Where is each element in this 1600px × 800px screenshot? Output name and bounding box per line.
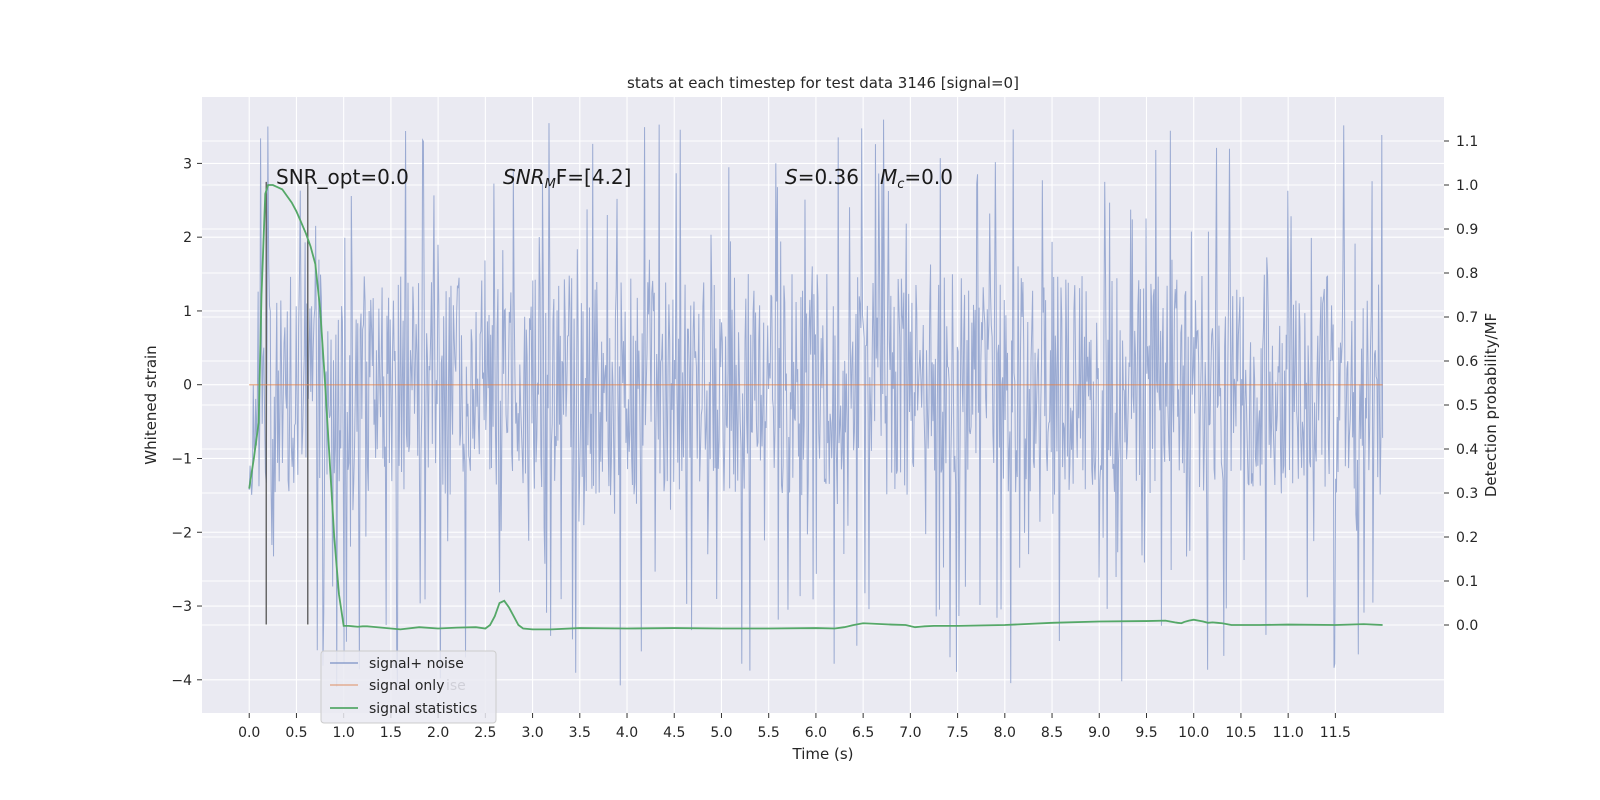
y-tick-label: −4 — [171, 673, 192, 689]
y-tick-label: 0 — [183, 378, 192, 394]
legend-label-noise: signal+ noise — [369, 656, 464, 672]
annotation-snr-mf-rest: F=[4.2] — [556, 165, 632, 189]
x-tick-label: 0.0 — [238, 725, 260, 741]
y2-tick-label: 0.6 — [1456, 354, 1478, 370]
y2-tick-label: 0.4 — [1456, 442, 1478, 458]
x-tick-label: 10.5 — [1225, 725, 1256, 741]
annotation-mc-main: M — [880, 165, 897, 189]
x-tick-label: 1.5 — [380, 725, 402, 741]
signal-noise-series — [248, 119, 1384, 687]
x-tick-label: 10.0 — [1178, 725, 1209, 741]
x-tick-label: 2.5 — [474, 725, 496, 741]
chart-title: stats at each timestep for test data 314… — [627, 74, 1019, 92]
y2-tick-label: 0.7 — [1456, 310, 1478, 326]
y-tick-label: 2 — [183, 230, 192, 246]
legend: ise signal+ noise signal only signal sta… — [320, 650, 497, 724]
x-tick-label: 2.0 — [427, 725, 449, 741]
x-tick-label: 6.0 — [805, 725, 827, 741]
y-tick-label: 3 — [183, 156, 192, 172]
annotation-snr-opt: SNR_opt=0.0 — [276, 165, 409, 189]
annotation-s: S=0.36 — [785, 165, 859, 189]
annotation-mc: Mc=0.0 — [880, 165, 953, 192]
y2-axis-title: Detection probability/MF — [1482, 313, 1500, 497]
y2-tick-label: 0.0 — [1456, 618, 1478, 634]
x-tick-label: 5.0 — [710, 725, 732, 741]
y2-tick-label: 0.3 — [1456, 486, 1478, 502]
legend-label-signal: signal only — [369, 678, 444, 694]
y-tick-label: 1 — [183, 304, 192, 320]
x-tick-label: 7.5 — [946, 725, 968, 741]
legend-box — [320, 650, 497, 724]
annotation-mc-sub: c — [897, 177, 904, 192]
y2-tick-label: 0.2 — [1456, 530, 1478, 546]
y2-tick-label: 0.1 — [1456, 574, 1478, 590]
y2-tick-label: 0.8 — [1456, 266, 1478, 282]
x-tick-label: 0.5 — [285, 725, 307, 741]
vertical-markers — [265, 181, 309, 625]
y-tick-label: −1 — [171, 451, 192, 467]
x-tick-label: 5.5 — [758, 725, 780, 741]
x-tick-label: 9.0 — [1088, 725, 1110, 741]
x-tick-label: 11.5 — [1320, 725, 1351, 741]
axis-ticks: 0.0 0.5 1.0 1.5 2.0 2.5 3.0 3.5 4.0 4.5 5.0 5.5 6.0 6… — [171, 134, 1478, 741]
signal-statistics-line — [248, 184, 1383, 631]
x-tick-label: 8.5 — [1041, 725, 1063, 741]
legend-label-statistics: signal statistics — [369, 701, 477, 717]
x-tick-label: 6.5 — [852, 725, 874, 741]
x-tick-label: 11.0 — [1273, 725, 1304, 741]
x-axis-title: Time (s) — [792, 745, 854, 763]
y-tick-label: −3 — [171, 599, 192, 615]
y-axis-title: Whitened strain — [142, 345, 160, 464]
y2-tick-label: 1.0 — [1456, 178, 1478, 194]
x-tick-label: 7.0 — [899, 725, 921, 741]
annotation-s-main: S — [785, 165, 798, 189]
x-tick-label: 4.0 — [616, 725, 638, 741]
y2-tick-label: 0.5 — [1456, 398, 1478, 414]
y2-tick-label: 1.1 — [1456, 134, 1478, 150]
annotation-mc-rest: =0.0 — [904, 165, 953, 189]
annotation-snr-mf-main: SNR — [503, 165, 545, 189]
annotation-snr-mf-sub: M — [545, 177, 556, 192]
legend-hidden-fragment: ise — [446, 678, 466, 694]
x-tick-label: 3.0 — [521, 725, 543, 741]
x-tick-label: 9.5 — [1135, 725, 1157, 741]
annotation-snr-mf: SNRMF=[4.2] — [503, 165, 631, 192]
x-tick-label: 3.5 — [569, 725, 591, 741]
y2-tick-label: 0.9 — [1456, 222, 1478, 238]
noise-trace — [248, 119, 1384, 687]
x-tick-label: 4.5 — [663, 725, 685, 741]
annotation-s-rest: =0.36 — [798, 165, 859, 189]
signal-statistics-series — [248, 184, 1383, 631]
y-tick-label: −2 — [171, 525, 192, 541]
x-tick-label: 8.0 — [994, 725, 1016, 741]
x-tick-label: 1.0 — [333, 725, 355, 741]
